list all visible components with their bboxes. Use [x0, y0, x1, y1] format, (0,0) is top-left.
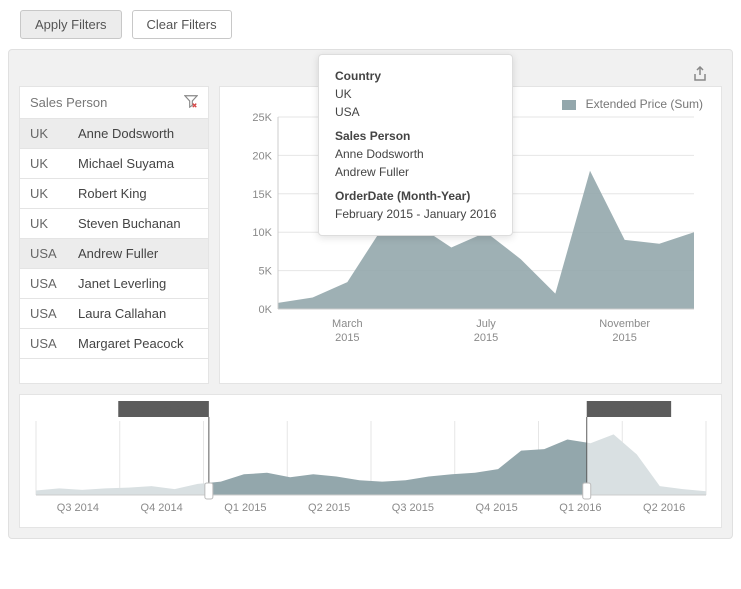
row-country: USA	[20, 239, 68, 269]
row-country: USA	[20, 269, 68, 299]
table-row[interactable]: USALaura Callahan	[20, 299, 208, 329]
row-name: Margaret Peacock	[68, 329, 208, 359]
row-country: UK	[20, 149, 68, 179]
svg-text:Q3 2014: Q3 2014	[57, 502, 99, 514]
svg-text:0K: 0K	[259, 304, 273, 316]
clear-filters-button[interactable]: Clear Filters	[132, 10, 232, 39]
legend: Extended Price (Sum)	[562, 97, 703, 111]
row-country: UK	[20, 119, 68, 149]
row-country: UK	[20, 209, 68, 239]
row-name: Michael Suyama	[68, 149, 208, 179]
table-row[interactable]: UKSteven Buchanan	[20, 209, 208, 239]
svg-text:20K: 20K	[252, 150, 272, 162]
legend-swatch	[562, 100, 576, 110]
svg-text:Q4 2014: Q4 2014	[141, 502, 183, 514]
svg-text:2015: 2015	[612, 332, 636, 344]
row-country: UK	[20, 179, 68, 209]
svg-text:Q3 2015: Q3 2015	[392, 502, 434, 514]
svg-text:Q2 2016: Q2 2016	[643, 502, 685, 514]
svg-text:25K: 25K	[252, 112, 272, 124]
table-row[interactable]: UKRobert King	[20, 179, 208, 209]
svg-text:July: July	[476, 318, 496, 330]
svg-text:February 2015: February 2015	[128, 404, 200, 416]
export-icon[interactable]	[692, 66, 708, 87]
main-chart-panel: Extended Price (Sum) 0K 5K 10K 15K 20K 25K Mar…	[219, 86, 722, 384]
row-name: Andrew Fuller	[68, 239, 208, 269]
toolbar: Apply Filters Clear Filters	[0, 0, 741, 49]
tooltip-sp-0: Anne Dodsworth	[335, 145, 496, 163]
table-row[interactable]: UKAnne Dodsworth	[20, 119, 208, 149]
row-name: Anne Dodsworth	[68, 119, 208, 149]
filter-tooltip: Country UK USA Sales Person Anne Dodswor…	[318, 54, 513, 236]
tooltip-country-0: UK	[335, 85, 496, 103]
svg-text:Q1 2015: Q1 2015	[224, 502, 266, 514]
svg-text:Q2 2015: Q2 2015	[308, 502, 350, 514]
tooltip-country-1: USA	[335, 103, 496, 121]
apply-filters-button[interactable]: Apply Filters	[20, 10, 122, 39]
range-chart[interactable]: Q3 2014 Q4 2014 Q1 2015 Q2 2015 Q3 2015 Q4 20…	[26, 399, 716, 519]
row-name: Steven Buchanan	[68, 209, 208, 239]
clear-filter-icon[interactable]	[184, 94, 198, 111]
svg-text:January 2016: January 2016	[596, 404, 663, 416]
tooltip-date-range: February 2015 - January 2016	[335, 205, 496, 223]
row-name: Janet Leverling	[68, 269, 208, 299]
tooltip-date-heading: OrderDate (Month-Year)	[335, 187, 496, 205]
table-row[interactable]: UKMichael Suyama	[20, 149, 208, 179]
table-row[interactable]: USAAndrew Fuller	[20, 239, 208, 269]
legend-label: Extended Price (Sum)	[586, 97, 703, 111]
table-row[interactable]: USAMargaret Peacock	[20, 329, 208, 359]
range-selector-panel[interactable]: Q3 2014 Q4 2014 Q1 2015 Q2 2015 Q3 2015 Q4 20…	[19, 394, 722, 528]
svg-text:10K: 10K	[252, 227, 272, 239]
svg-text:5K: 5K	[259, 266, 273, 278]
svg-text:Q1 2016: Q1 2016	[559, 502, 601, 514]
row-country: USA	[20, 329, 68, 359]
sales-person-panel: Sales Person UKAnne DodsworthUKMichael S…	[19, 86, 209, 384]
tooltip-country-heading: Country	[335, 67, 496, 85]
tooltip-sp-1: Andrew Fuller	[335, 163, 496, 181]
table-row[interactable]: USAJanet Leverling	[20, 269, 208, 299]
svg-text:November: November	[599, 318, 650, 330]
svg-text:March: March	[332, 318, 363, 330]
row-country: USA	[20, 299, 68, 329]
row-name: Robert King	[68, 179, 208, 209]
svg-text:2015: 2015	[474, 332, 498, 344]
svg-text:15K: 15K	[252, 189, 272, 201]
row-name: Laura Callahan	[68, 299, 208, 329]
svg-text:2015: 2015	[335, 332, 359, 344]
svg-text:Q4 2015: Q4 2015	[476, 502, 518, 514]
sales-person-heading: Sales Person	[30, 95, 107, 110]
dashboard-page: Dashboard Sales Person UKAnne DodsworthU…	[8, 49, 733, 539]
tooltip-sp-heading: Sales Person	[335, 127, 496, 145]
